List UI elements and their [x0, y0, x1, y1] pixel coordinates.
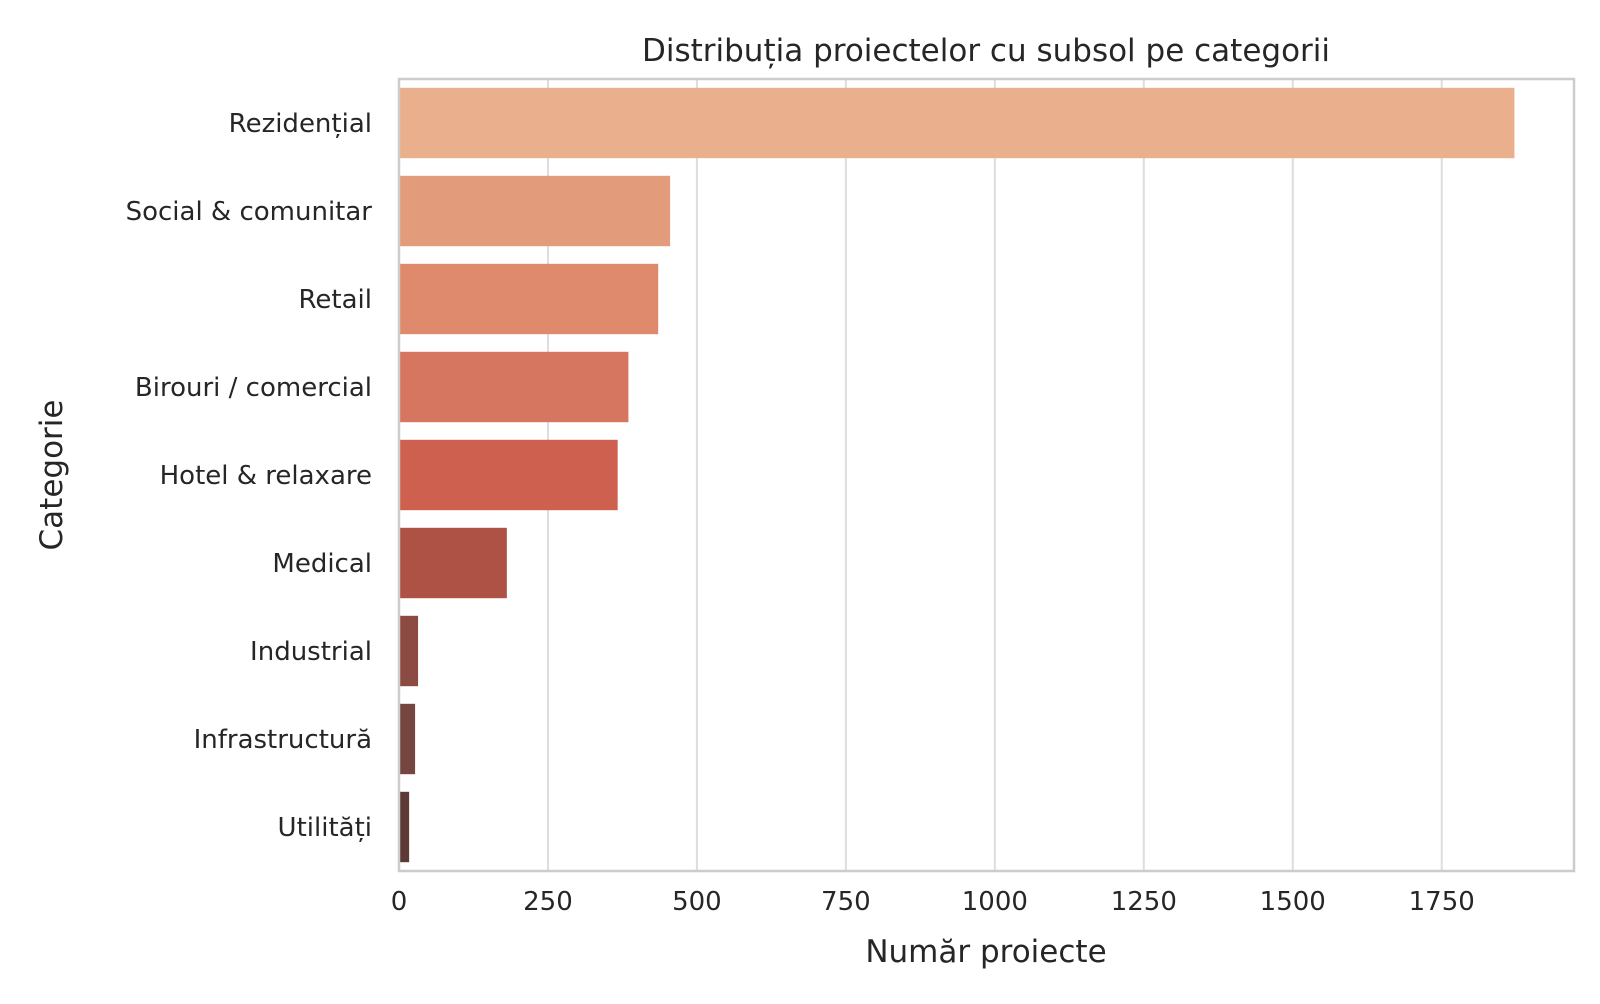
y-tick-label: Rezidențial [229, 109, 372, 139]
y-tick-label: Infrastructură [194, 725, 372, 755]
x-tick-label: 1750 [1409, 887, 1475, 917]
x-tick-label: 0 [391, 887, 408, 917]
bar [399, 263, 659, 335]
x-tick-label: 1250 [1111, 887, 1177, 917]
x-tick-label: 1000 [962, 887, 1028, 917]
bar [399, 351, 629, 423]
y-tick-label: Industrial [250, 637, 372, 667]
y-tick-label: Retail [299, 285, 372, 315]
x-tick-label: 750 [821, 887, 871, 917]
y-tick-label: Medical [272, 549, 372, 579]
y-tick-labels: Rezidențial Social & comunitar Retail Birou… [126, 109, 373, 843]
chart-title: Distribuția proiectelor cu subsol pe cat… [642, 33, 1330, 69]
y-tick-label: Social & comunitar [126, 197, 373, 227]
y-axis-label: Categorie [34, 400, 70, 551]
x-tick-labels: 0 250 500 750 1000 1250 1500 1750 [391, 887, 1475, 917]
y-tick-label: Utilități [278, 813, 372, 843]
bars [399, 87, 1515, 863]
bar [399, 703, 416, 775]
bar [399, 615, 419, 687]
bar [399, 439, 618, 511]
bar [399, 175, 671, 247]
plot-frame [397, 77, 1576, 873]
y-tick-label: Hotel & relaxare [160, 461, 372, 491]
bar [399, 527, 507, 599]
x-axis-label: Număr proiecte [865, 934, 1106, 970]
bar [399, 87, 1515, 159]
x-tick-label: 250 [523, 887, 573, 917]
x-tick-label: 1500 [1260, 887, 1326, 917]
y-tick-label: Birouri / comercial [135, 373, 372, 403]
x-tick-label: 500 [672, 887, 722, 917]
bar [399, 791, 410, 863]
